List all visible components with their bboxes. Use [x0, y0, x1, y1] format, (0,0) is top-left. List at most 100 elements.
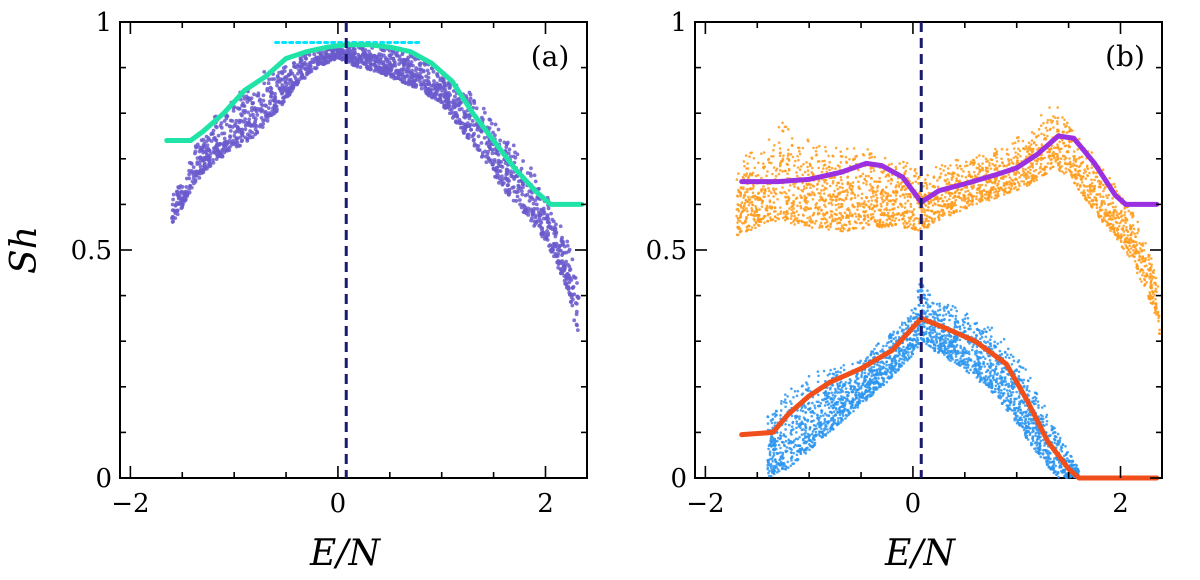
- upper-scatter-point: [1029, 162, 1033, 165]
- upper-scatter-point: [754, 198, 757, 201]
- upper-scatter-point: [823, 186, 827, 190]
- upper-scatter-point: [1103, 218, 1107, 222]
- upper-scatter-point: [1046, 118, 1050, 122]
- upper-scatter-point: [944, 173, 947, 177]
- upper-scatter-point: [820, 189, 823, 192]
- upper-scatter-point: [1140, 280, 1143, 283]
- upper-scatter-point: [994, 163, 997, 167]
- upper-scatter-point: [774, 187, 778, 191]
- upper-scatter-point: [746, 162, 749, 165]
- upper-scatter-point: [1125, 217, 1128, 221]
- scatter-point: [546, 233, 551, 237]
- upper-scatter-point: [958, 209, 962, 213]
- scatter-point: [207, 157, 212, 161]
- upper-scatter-point: [853, 212, 857, 215]
- scatter-point: [470, 134, 475, 139]
- upper-scatter-point: [839, 212, 843, 215]
- scatter-point: [516, 187, 521, 191]
- upper-scatter-point: [1124, 228, 1128, 232]
- upper-scatter-point: [880, 213, 883, 217]
- lower-scatter-point: [881, 350, 884, 353]
- scatter-point: [418, 79, 422, 84]
- upper-scatter-point: [969, 194, 973, 198]
- upper-scatter-point: [1050, 121, 1053, 124]
- scatter-point: [521, 210, 526, 215]
- upper-scatter-point: [1032, 175, 1035, 178]
- upper-scatter-point: [1138, 277, 1142, 281]
- upper-scatter-point: [740, 201, 744, 205]
- scatter-point: [462, 130, 466, 135]
- scatter-point: [391, 63, 396, 68]
- upper-scatter-point: [985, 190, 989, 194]
- scatter-point: [200, 171, 204, 175]
- panel-b: −2 0 200.51 (b) E/N: [646, 8, 1163, 574]
- upper-scatter-point: [933, 185, 937, 189]
- scatter-point: [191, 181, 196, 186]
- upper-scatter-point: [736, 233, 740, 237]
- upper-scatter-point: [975, 191, 979, 195]
- scatter-point: [235, 136, 239, 141]
- scatter-point: [184, 176, 189, 181]
- upper-scatter-point: [938, 167, 942, 171]
- upper-scatter-point: [1098, 182, 1102, 186]
- scatter-point: [431, 82, 436, 87]
- scatter-point: [400, 80, 405, 84]
- upper-scatter-point: [1145, 272, 1149, 275]
- upper-scatter-point: [1137, 227, 1140, 231]
- upper-scatter-point: [1023, 171, 1026, 174]
- upper-scatter-point: [1129, 232, 1133, 236]
- upper-scatter-point: [878, 218, 882, 222]
- upper-scatter-point: [915, 171, 918, 175]
- upper-scatter-point: [885, 197, 889, 201]
- upper-scatter-point: [861, 202, 864, 205]
- upper-scatter-point: [820, 209, 823, 212]
- upper-scatter-point: [869, 176, 873, 180]
- upper-scatter-point: [968, 199, 972, 203]
- upper-scatter-point: [872, 189, 875, 193]
- scatter-point: [248, 113, 253, 118]
- upper-scatter-point: [743, 164, 746, 168]
- upper-scatter-point: [924, 204, 928, 207]
- upper-scatter-point: [1037, 134, 1040, 137]
- upper-scatter-point: [964, 197, 968, 200]
- scatter-point: [462, 109, 467, 114]
- upper-scatter-point: [972, 194, 975, 198]
- lower-scatter-point: [819, 414, 822, 418]
- upper-scatter-point: [1143, 283, 1147, 286]
- upper-scatter-point: [966, 164, 969, 167]
- upper-scatter-point: [997, 179, 1001, 183]
- upper-scatter-point: [787, 189, 791, 192]
- upper-scatter-point: [1129, 212, 1133, 216]
- scatter-point: [550, 217, 555, 222]
- upper-scatter-point: [956, 173, 959, 176]
- upper-scatter-point: [949, 203, 953, 207]
- upper-scatter-point: [797, 146, 800, 150]
- scatter-point: [264, 112, 269, 117]
- upper-scatter-point: [851, 181, 855, 184]
- scatter-point: [261, 93, 266, 98]
- scatter-point: [481, 106, 486, 111]
- upper-scatter-point: [899, 182, 903, 185]
- upper-scatter-point: [1062, 172, 1066, 175]
- upper-scatter-point: [931, 204, 935, 207]
- upper-scatter-point: [965, 185, 969, 189]
- scatter-point: [525, 171, 530, 175]
- upper-scatter-point: [753, 223, 756, 227]
- upper-scatter-point: [855, 154, 858, 158]
- scatter-point: [220, 131, 225, 136]
- upper-scatter-point: [1125, 246, 1129, 249]
- upper-scatter-point: [1068, 129, 1072, 132]
- upper-scatter-point: [830, 195, 833, 199]
- upper-scatter-point: [817, 166, 820, 170]
- upper-scatter-point: [862, 218, 866, 222]
- upper-scatter-point: [938, 175, 942, 179]
- upper-scatter-point: [745, 167, 748, 170]
- upper-scatter-point: [1057, 168, 1061, 171]
- upper-scatter-point: [940, 193, 944, 197]
- scatter-point: [426, 75, 431, 80]
- scatter-point: [269, 86, 274, 91]
- upper-scatter-point: [1111, 201, 1115, 205]
- upper-scatter-point: [809, 183, 813, 186]
- upper-scatter-point: [987, 190, 991, 193]
- upper-scatter-point: [747, 175, 751, 178]
